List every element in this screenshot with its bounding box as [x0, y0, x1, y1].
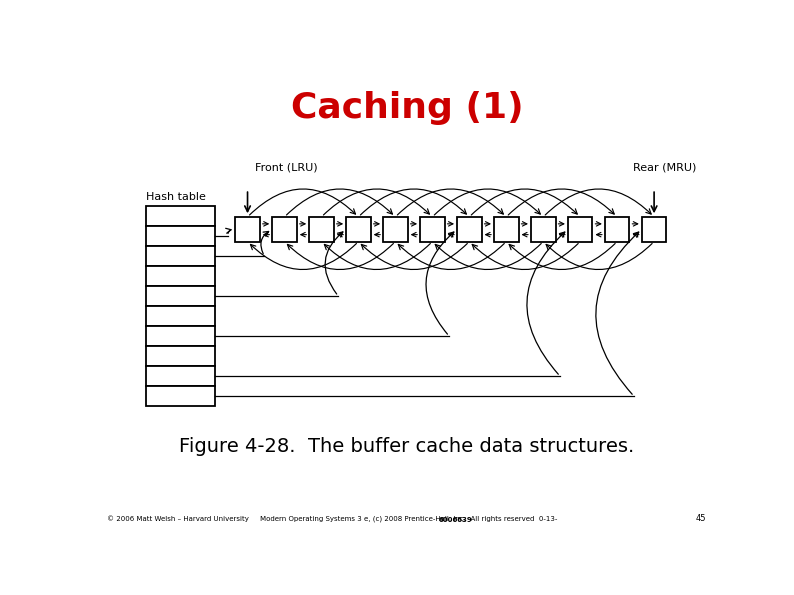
Text: © 2006 Matt Welsh – Harvard University     Modern Operating Systems 3 e, (c) 200: © 2006 Matt Welsh – Harvard University M… [107, 516, 557, 524]
Text: Front (LRU): Front (LRU) [255, 162, 318, 173]
Text: Rear (MRU): Rear (MRU) [633, 162, 696, 173]
Bar [146, 306, 215, 326]
Bar [146, 246, 215, 266]
Bar [146, 266, 215, 286]
Bar [235, 217, 260, 242]
Bar [146, 286, 215, 306]
Bar [420, 217, 445, 242]
Bar [309, 217, 333, 242]
Bar [531, 217, 556, 242]
Bar [146, 206, 215, 226]
Bar [346, 217, 371, 242]
Bar [146, 346, 215, 367]
Bar [605, 217, 630, 242]
Text: 6006639: 6006639 [438, 518, 472, 524]
Bar [146, 386, 215, 406]
Text: 45: 45 [696, 515, 707, 524]
Bar [146, 367, 215, 386]
Bar [568, 217, 592, 242]
Text: Caching (1): Caching (1) [291, 90, 523, 124]
Bar [272, 217, 297, 242]
Text: Hash table: Hash table [146, 192, 206, 202]
Bar [383, 217, 407, 242]
Bar [457, 217, 482, 242]
Bar [642, 217, 666, 242]
Text: Figure 4-28.  The buffer cache data structures.: Figure 4-28. The buffer cache data struc… [179, 437, 634, 456]
Bar [146, 226, 215, 246]
Bar [494, 217, 518, 242]
Bar [146, 326, 215, 346]
